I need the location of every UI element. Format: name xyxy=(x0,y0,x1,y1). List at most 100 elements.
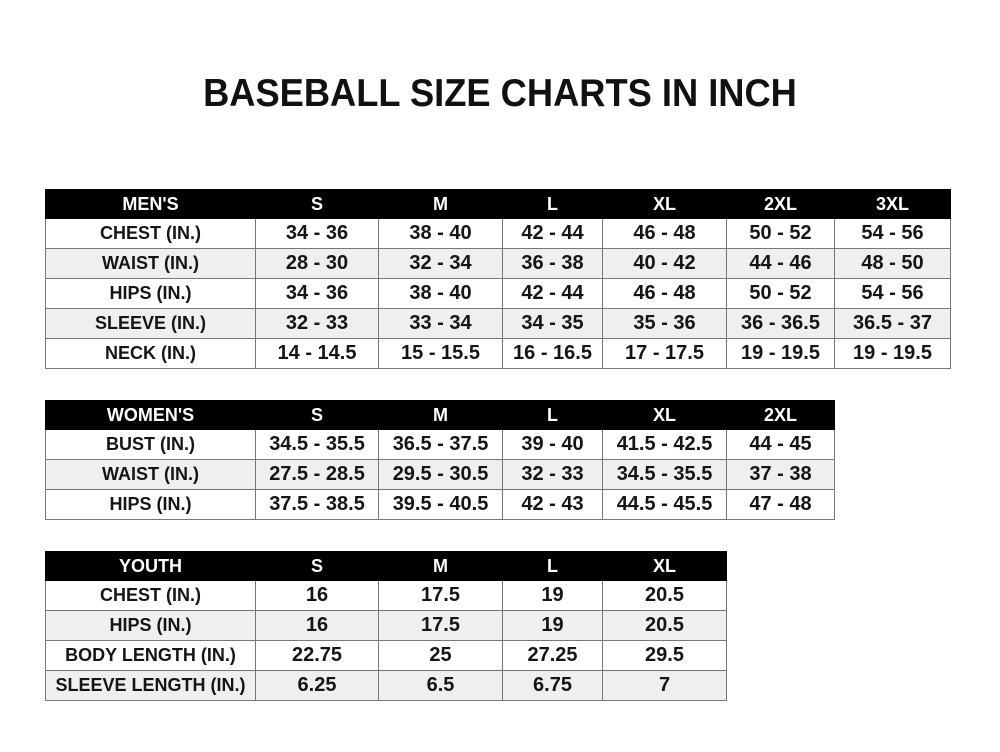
size-value: 17.5 xyxy=(378,580,503,611)
size-value: 32 - 33 xyxy=(502,459,603,490)
size-value: 34 - 36 xyxy=(255,218,379,249)
size-value: 32 - 33 xyxy=(255,308,379,339)
size-value: 25 xyxy=(378,640,503,671)
table-row: SLEEVE LENGTH (IN.) 6.25 6.5 6.75 7 xyxy=(45,670,727,701)
size-value: 47 - 48 xyxy=(726,489,835,520)
table-row: CHEST (IN.) 16 17.5 19 20.5 xyxy=(45,580,727,611)
size-value: 36 - 38 xyxy=(502,248,603,279)
size-value: 34.5 - 35.5 xyxy=(255,429,379,460)
size-value: 36.5 - 37 xyxy=(834,308,951,339)
size-value: 34 - 36 xyxy=(255,278,379,309)
size-value: 6.75 xyxy=(502,670,603,701)
table-row: HIPS (IN.) 34 - 36 38 - 40 42 - 44 46 - 48 50… xyxy=(45,278,951,309)
size-value: 17.5 xyxy=(378,610,503,641)
size-header: L xyxy=(502,189,603,219)
size-value: 16 - 16.5 xyxy=(502,338,603,369)
size-value: 40 - 42 xyxy=(602,248,727,279)
size-value: 54 - 56 xyxy=(834,218,951,249)
size-header: M xyxy=(378,400,503,430)
size-header: M xyxy=(378,551,503,581)
size-value: 6.5 xyxy=(378,670,503,701)
size-header: 2XL xyxy=(726,400,835,430)
size-value: 28 - 30 xyxy=(255,248,379,279)
table-row: WAIST (IN.) 28 - 30 32 - 34 36 - 38 40 - 42 4… xyxy=(45,248,951,279)
size-value: 38 - 40 xyxy=(378,278,503,309)
size-value: 50 - 52 xyxy=(726,218,835,249)
category-header: YOUTH xyxy=(45,551,256,581)
size-value: 36.5 - 37.5 xyxy=(378,429,503,460)
size-value: 17 - 17.5 xyxy=(602,338,727,369)
size-value: 20.5 xyxy=(602,610,727,641)
size-value: 7 xyxy=(602,670,727,701)
measurement-label: NECK (IN.) xyxy=(45,338,256,369)
size-value: 37 - 38 xyxy=(726,459,835,490)
table-row: CHEST (IN.) 34 - 36 38 - 40 42 - 44 46 - 48 5… xyxy=(45,218,951,249)
size-value: 39.5 - 40.5 xyxy=(378,489,503,520)
size-value: 19 xyxy=(502,610,603,641)
size-value: 46 - 48 xyxy=(602,218,727,249)
size-value: 14 - 14.5 xyxy=(255,338,379,369)
table-row: WAIST (IN.) 27.5 - 28.5 29.5 - 30.5 32 - 33… xyxy=(45,459,835,490)
size-header: M xyxy=(378,189,503,219)
measurement-label: SLEEVE LENGTH (IN.) xyxy=(45,670,256,701)
table-row: NECK (IN.) 14 - 14.5 15 - 15.5 16 - 16.5 17 … xyxy=(45,338,951,369)
size-header: L xyxy=(502,400,603,430)
size-header: S xyxy=(255,189,379,219)
category-header: MEN'S xyxy=(45,189,256,219)
category-header: WOMEN'S xyxy=(45,400,256,430)
measurement-label: BODY LENGTH (IN.) xyxy=(45,640,256,671)
measurement-label: HIPS (IN.) xyxy=(45,610,256,641)
size-value: 29.5 - 30.5 xyxy=(378,459,503,490)
size-value: 19 - 19.5 xyxy=(726,338,835,369)
size-value: 34.5 - 35.5 xyxy=(602,459,727,490)
size-value: 19 xyxy=(502,580,603,611)
table-row: HIPS (IN.) 16 17.5 19 20.5 xyxy=(45,610,727,641)
measurement-label: WAIST (IN.) xyxy=(45,248,256,279)
size-value: 27.25 xyxy=(502,640,603,671)
size-value: 46 - 48 xyxy=(602,278,727,309)
size-value: 16 xyxy=(255,610,379,641)
size-value: 44 - 45 xyxy=(726,429,835,460)
size-value: 42 - 44 xyxy=(502,218,603,249)
header-row: MEN'S S M L XL 2XL 3XL xyxy=(45,189,951,219)
youth-size-table: YOUTH S M L XL CHEST (IN.) 16 17.5 19 20.5 HIPS (I… xyxy=(45,551,727,701)
size-value: 33 - 34 xyxy=(378,308,503,339)
measurement-label: BUST (IN.) xyxy=(45,429,256,460)
size-header: 3XL xyxy=(834,189,951,219)
table-row: BODY LENGTH (IN.) 22.75 25 27.25 29.5 xyxy=(45,640,727,671)
size-value: 44 - 46 xyxy=(726,248,835,279)
size-value: 44.5 - 45.5 xyxy=(602,489,727,520)
size-value: 15 - 15.5 xyxy=(378,338,503,369)
size-header: L xyxy=(502,551,603,581)
size-header: S xyxy=(255,400,379,430)
table-row: SLEEVE (IN.) 32 - 33 33 - 34 34 - 35 35 - 36… xyxy=(45,308,951,339)
size-value: 32 - 34 xyxy=(378,248,503,279)
size-value: 6.25 xyxy=(255,670,379,701)
size-header: XL xyxy=(602,189,727,219)
measurement-label: HIPS (IN.) xyxy=(45,278,256,309)
size-value: 20.5 xyxy=(602,580,727,611)
table-row: BUST (IN.) 34.5 - 35.5 36.5 - 37.5 39 - 40 4… xyxy=(45,429,835,460)
size-value: 48 - 50 xyxy=(834,248,951,279)
size-value: 50 - 52 xyxy=(726,278,835,309)
measurement-label: HIPS (IN.) xyxy=(45,489,256,520)
size-header: 2XL xyxy=(726,189,835,219)
size-value: 22.75 xyxy=(255,640,379,671)
measurement-label: SLEEVE (IN.) xyxy=(45,308,256,339)
header-row: WOMEN'S S M L XL 2XL xyxy=(45,400,835,430)
size-value: 37.5 - 38.5 xyxy=(255,489,379,520)
size-value: 42 - 43 xyxy=(502,489,603,520)
size-value: 42 - 44 xyxy=(502,278,603,309)
size-header: XL xyxy=(602,551,727,581)
measurement-label: CHEST (IN.) xyxy=(45,580,256,611)
size-value: 54 - 56 xyxy=(834,278,951,309)
mens-size-table: MEN'S S M L XL 2XL 3XL CHEST (IN.) 34 - 36 38 - 4… xyxy=(45,189,951,369)
size-value: 38 - 40 xyxy=(378,218,503,249)
size-header: S xyxy=(255,551,379,581)
page-title: BASEBALL SIZE CHARTS IN INCH xyxy=(203,72,797,115)
table-row: HIPS (IN.) 37.5 - 38.5 39.5 - 40.5 42 - 43 4… xyxy=(45,489,835,520)
size-value: 19 - 19.5 xyxy=(834,338,951,369)
header-row: YOUTH S M L XL xyxy=(45,551,727,581)
measurement-label: CHEST (IN.) xyxy=(45,218,256,249)
size-value: 39 - 40 xyxy=(502,429,603,460)
